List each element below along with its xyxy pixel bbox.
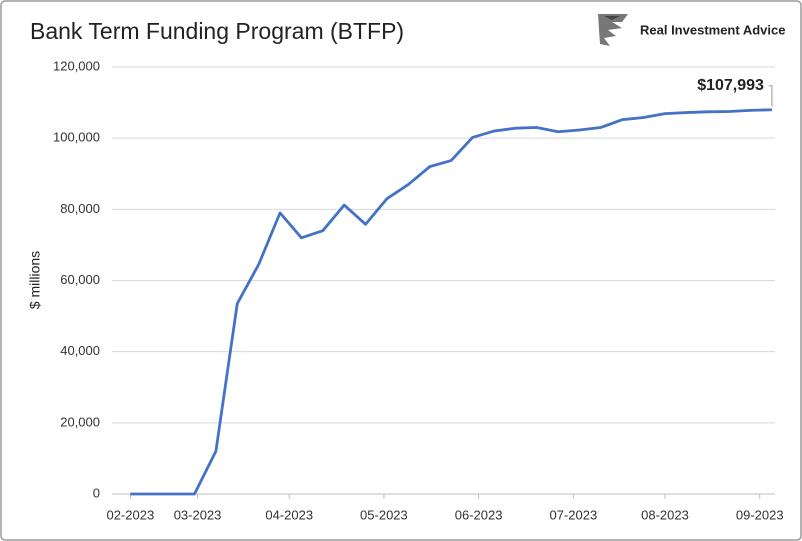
annotation: $107,993 bbox=[697, 77, 764, 94]
x-tick-label: 06-2023 bbox=[455, 507, 503, 522]
x-tick-label: 08-2023 bbox=[641, 507, 689, 522]
x-tick-label: 07-2023 bbox=[549, 507, 597, 522]
x-tick-label: 02-2023 bbox=[106, 507, 154, 522]
annotation-leader bbox=[768, 85, 773, 107]
y-tick-label: 40,000 bbox=[60, 343, 100, 358]
brand: Real Investment Advice bbox=[640, 22, 785, 37]
x-tick-label: 04-2023 bbox=[265, 507, 313, 522]
y-tick-label: 120,000 bbox=[53, 58, 100, 73]
y-axis-label: $ millions bbox=[27, 251, 43, 309]
y-tick-label: 0 bbox=[93, 485, 100, 500]
logo bbox=[598, 14, 628, 46]
x-tick-label: 05-2023 bbox=[360, 507, 408, 522]
y-tick-label: 20,000 bbox=[60, 414, 100, 429]
chart-title: Bank Term Funding Program (BTFP) bbox=[30, 18, 404, 44]
y-tick-label: 80,000 bbox=[60, 201, 100, 216]
x-tick-label: 09-2023 bbox=[736, 507, 784, 522]
line-series bbox=[130, 108, 772, 496]
y-tick-label: 60,000 bbox=[60, 272, 100, 287]
y-tick-label: 100,000 bbox=[53, 130, 100, 145]
x-tick-label: 03-2023 bbox=[174, 507, 222, 522]
